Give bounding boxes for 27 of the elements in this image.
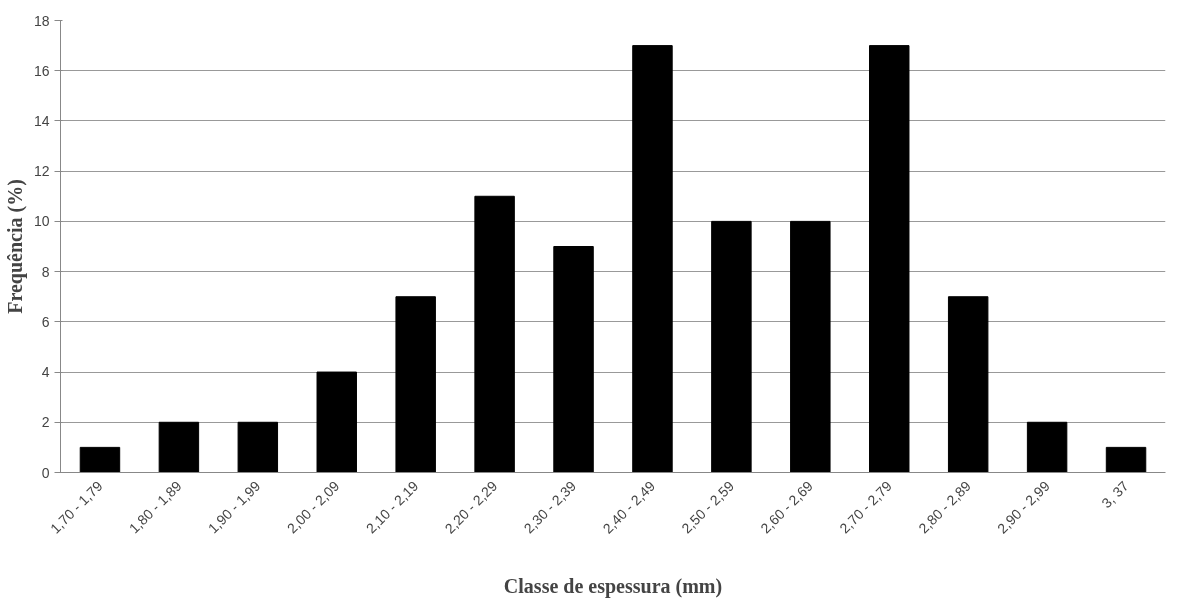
bar xyxy=(316,371,357,473)
bar xyxy=(474,195,515,473)
y-tick-label: 2 xyxy=(41,414,50,431)
bar xyxy=(158,421,200,473)
y-tick-label: 0 xyxy=(41,464,50,481)
y-tick-label: 8 xyxy=(41,263,50,280)
bar xyxy=(711,220,752,473)
y-tick-label: 4 xyxy=(41,364,50,381)
y-tick-label: 10 xyxy=(33,213,50,230)
y-tick-label: 16 xyxy=(33,62,50,79)
bar xyxy=(553,246,594,473)
x-axis-title: Classe de espessura (mm) xyxy=(503,575,723,599)
bar xyxy=(632,45,673,473)
y-tick-label: 6 xyxy=(41,313,50,330)
bar xyxy=(395,296,436,473)
bar xyxy=(790,220,831,473)
bar xyxy=(1105,446,1147,473)
y-axis-title: Frequência (%) xyxy=(3,179,27,314)
bar xyxy=(869,45,910,473)
bar xyxy=(1026,421,1068,473)
bar xyxy=(237,421,279,473)
y-tick-label: 14 xyxy=(33,112,50,129)
bar xyxy=(79,446,121,473)
x-tick-label: 3, 37 xyxy=(1098,477,1132,512)
y-tick-label: 18 xyxy=(33,12,50,29)
bar xyxy=(947,296,989,473)
y-tick-label: 12 xyxy=(33,163,50,180)
